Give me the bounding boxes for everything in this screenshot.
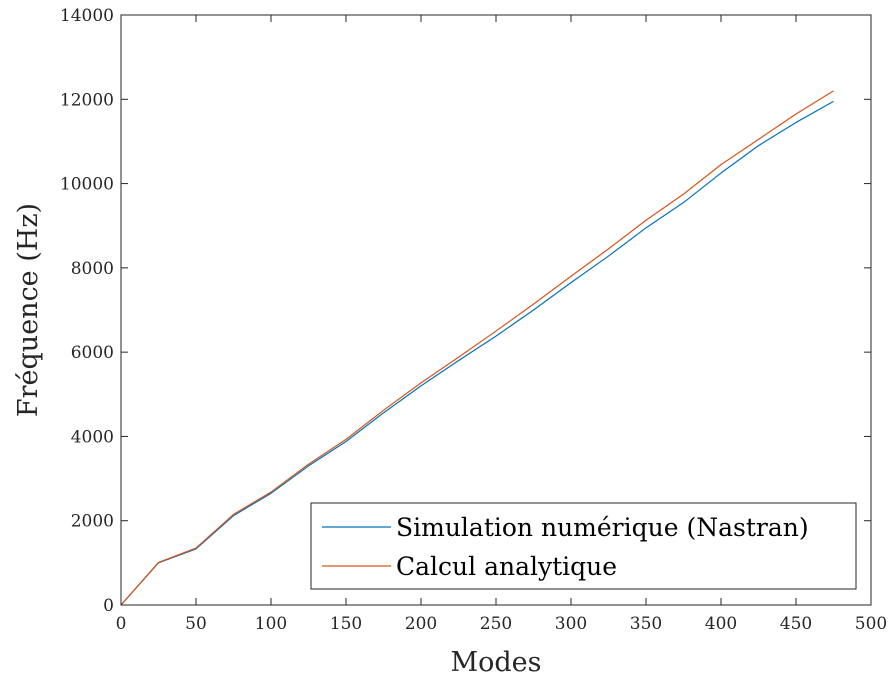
y-tick-label: 12000 xyxy=(60,90,114,110)
y-tick-label: 0 xyxy=(103,596,114,616)
series-line-1 xyxy=(120,100,834,606)
series-line-2 xyxy=(120,90,834,606)
x-tick-label: 250 xyxy=(480,614,512,634)
y-tick-label: 4000 xyxy=(71,427,114,447)
axes-layer: 0 50 100 150 200 250 300 350 400 450 500 0 2000 4000 6… xyxy=(60,6,887,634)
y-tick-label: 10000 xyxy=(60,175,114,195)
y-tick-label: 6000 xyxy=(71,343,114,363)
series-layer xyxy=(120,90,834,606)
x-tick-label: 150 xyxy=(330,614,362,634)
x-tick-label: 0 xyxy=(116,614,127,634)
legend-label-1: Simulation numérique (Nastran) xyxy=(396,513,809,542)
x-tick-label: 400 xyxy=(705,614,737,634)
y-tick-label: 8000 xyxy=(71,259,114,279)
y-tick-label: 14000 xyxy=(60,6,114,26)
x-axis-title: Modes xyxy=(450,647,541,678)
x-tick-label: 350 xyxy=(630,614,662,634)
y-tick-label: 2000 xyxy=(71,512,114,532)
legend-box xyxy=(310,502,857,590)
x-tick-label: 100 xyxy=(255,614,287,634)
x-tick-label: 300 xyxy=(555,614,587,634)
legend: Simulation numérique (Nastran) Calcul ana… xyxy=(310,502,857,590)
x-tick-label: 450 xyxy=(780,614,812,634)
x-tick-label: 200 xyxy=(405,614,437,634)
x-tick-label: 50 xyxy=(185,614,207,634)
x-tick-label: 500 xyxy=(855,614,887,634)
y-axis-title: Fréquence (Hz) xyxy=(13,203,44,417)
legend-label-2: Calcul analytique xyxy=(396,552,617,581)
